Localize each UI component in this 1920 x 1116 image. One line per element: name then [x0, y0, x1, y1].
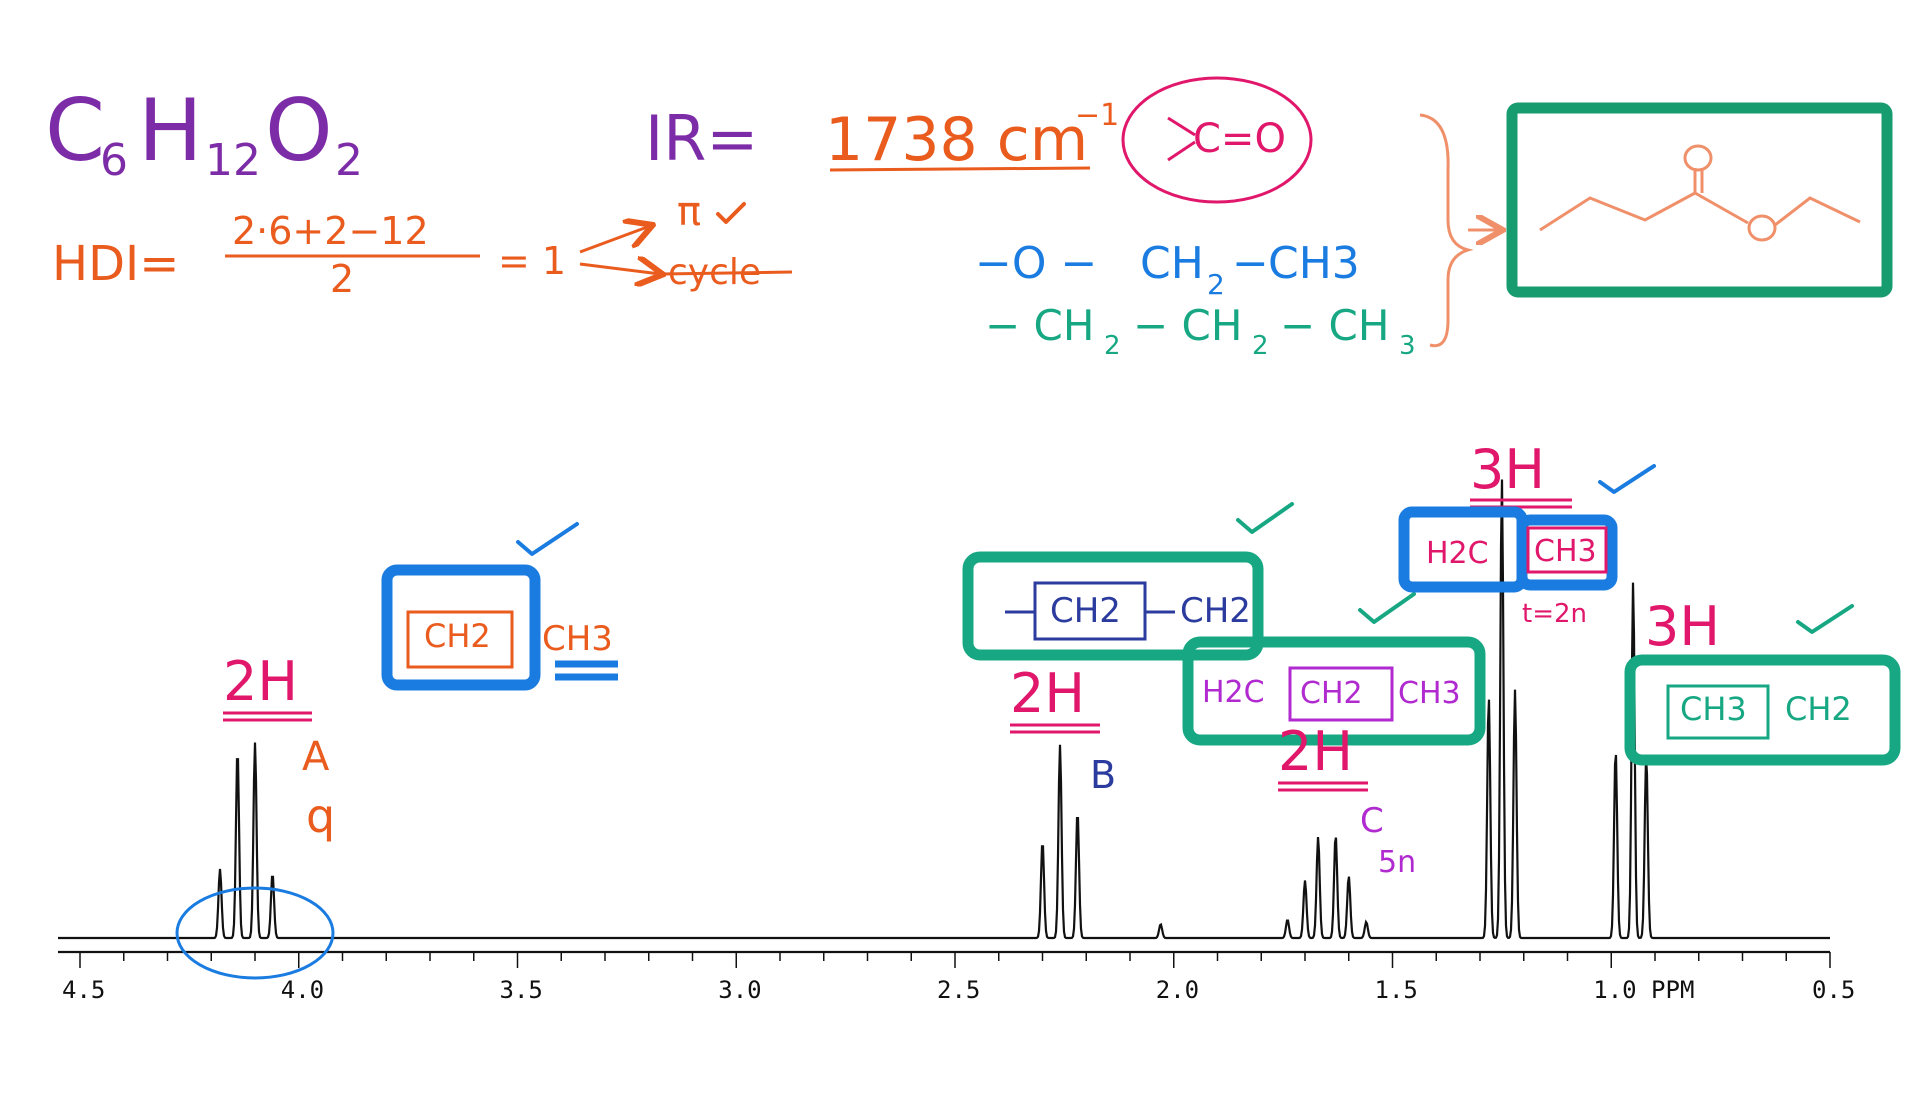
- structure-ethyl-butanoate-icon: [1539, 144, 1861, 242]
- peak-c-h: 2H: [1278, 720, 1353, 783]
- x-tick-label: 2.0: [1156, 976, 1199, 1004]
- arrow-cycle: [579, 264, 660, 274]
- ir-exponent: −1: [1075, 98, 1119, 133]
- formula-o-sub: 2: [335, 135, 363, 186]
- peak-d-box-h2c: H2C: [1426, 536, 1489, 571]
- ir-value: 1738 cm: [825, 105, 1088, 175]
- peak-a-box-ch3: CH3: [542, 619, 613, 659]
- x-tick-label: 1.5: [1375, 976, 1418, 1004]
- fragment-propyl-a-sub: 2: [1104, 331, 1121, 361]
- formula-o: O: [265, 81, 333, 181]
- x-tick-labels: 4.5 4.0 3.5 3.0 2.5 2.0 1.5 1.0 PPM 0.5: [62, 976, 1855, 1004]
- peak-a-circle: [175, 886, 335, 980]
- carbonyl-circle: [1121, 76, 1313, 204]
- hdi-denominator: 2: [330, 257, 354, 301]
- x-tick-label: 2.5: [937, 976, 980, 1004]
- cycle-strike: [661, 270, 793, 276]
- x-tick-label: 3.5: [500, 976, 543, 1004]
- annotation-peak-b: CH2 CH2 2H B: [962, 502, 1294, 797]
- peak-c-inner-box: [1288, 666, 1394, 722]
- ir-data: IR= 1738 cm −1 C=O: [645, 76, 1313, 204]
- molecular-formula: C 6 H 12 O 2: [45, 81, 363, 186]
- branch-pi: π: [677, 189, 701, 235]
- peak-e-check-icon: [1796, 604, 1854, 634]
- pi-check-icon: [716, 202, 746, 224]
- formula-c: C: [45, 81, 105, 181]
- peak-a-mult: q: [306, 789, 335, 843]
- x-tick-label: 4.5: [62, 976, 105, 1004]
- peak-b-letter: B: [1090, 753, 1116, 797]
- fragment-ethoxy-o: −O −: [975, 238, 1097, 289]
- peak-c-check-icon: [1358, 592, 1416, 624]
- x-tick-label: 4.0: [281, 976, 324, 1004]
- formula-h: H: [138, 81, 203, 181]
- ir-label: IR=: [645, 102, 758, 175]
- fragment-propyl-b: − CH: [1133, 301, 1242, 350]
- peak-a-box-ch2: CH2: [424, 617, 491, 655]
- peak-e-box: [1624, 654, 1901, 766]
- peak-d-mult: t=2n: [1522, 599, 1587, 629]
- minor-ticks: [79, 952, 1831, 968]
- annotation-peak-a: 2H A q CH2 CH3: [175, 522, 618, 980]
- hdi-label: HDI=: [52, 236, 179, 292]
- peak-c-box-h2c: H2C: [1202, 675, 1265, 710]
- fragment-ethoxy-sub: 2: [1207, 268, 1225, 301]
- answer-box: [1506, 102, 1893, 298]
- peak-a-letter: A: [302, 734, 330, 780]
- peak-b-box: [962, 551, 1264, 661]
- annotation-peak-e: 3H CH3 CH2: [1624, 595, 1901, 766]
- peak-a-check-icon: [516, 522, 579, 556]
- peak-c-box: [1182, 636, 1486, 746]
- peak-e-box-ch3: CH3: [1680, 690, 1747, 728]
- peak-d-blue-box-2: [1516, 514, 1618, 591]
- brace-icon: [1419, 113, 1474, 348]
- peak-b-box-ch2: CH2: [1050, 591, 1121, 631]
- nmr-spectrum: 4.5 4.0 3.5 3.0 2.5 2.0 1.5 1.0 PPM 0.5: [58, 479, 1855, 1004]
- fragment-propyl: − CH 2 − CH 2 − CH 3: [985, 301, 1416, 361]
- hdi-result: = 1: [498, 239, 566, 283]
- formula-h-sub: 12: [205, 135, 261, 186]
- peak-c-mult: 5n: [1378, 845, 1416, 880]
- peak-e-h: 3H: [1645, 595, 1720, 658]
- arrow-pi: [579, 226, 650, 254]
- peak-e-box-ch2: CH2: [1785, 690, 1852, 728]
- x-tick-label: 1.0 PPM: [1593, 976, 1694, 1004]
- annotation-peak-c: H2C CH2 CH3 2H C 5n: [1182, 592, 1486, 880]
- hdi-calculation: HDI= 2·6+2−12 2 = 1 π cycle: [52, 189, 793, 301]
- peak-c-letter: C: [1360, 801, 1384, 841]
- fragment-propyl-b-sub: 2: [1252, 331, 1269, 361]
- peak-a-inner-box: [406, 610, 514, 669]
- peak-d-inner-box: [1526, 526, 1608, 574]
- fragment-ethoxy-dash: −: [1232, 238, 1269, 289]
- peak-b-check-icon: [1236, 502, 1294, 534]
- peak-d-check-icon: [1598, 464, 1656, 494]
- peak-b-h: 2H: [1010, 662, 1085, 725]
- ir-underline: [829, 166, 1091, 172]
- peak-e-inner-box: [1666, 684, 1770, 740]
- carbonyl-bonds: [1167, 116, 1196, 162]
- peak-d-box-ch3: CH3: [1534, 534, 1597, 569]
- fragment-ethoxy-ch2: CH: [1140, 238, 1204, 289]
- fragment-propyl-c: − CH: [1280, 301, 1389, 350]
- fragment-ethoxy: −O − CH 2 − CH3: [975, 238, 1360, 301]
- x-tick-label: 3.0: [718, 976, 761, 1004]
- peak-c-box-ch3: CH3: [1398, 676, 1461, 711]
- peak-d-h: 3H: [1470, 438, 1545, 501]
- peak-a-h: 2H: [223, 650, 298, 713]
- formula-c-sub: 6: [100, 135, 128, 186]
- annotation-peak-d: 3H H2C CH3 t=2n: [1398, 438, 1656, 629]
- x-tick-label: 0.5: [1812, 976, 1855, 1004]
- carbonyl-label: C=O: [1193, 116, 1286, 162]
- peak-c-box-ch2: CH2: [1300, 676, 1363, 711]
- fragment-ethoxy-ch3: CH3: [1268, 238, 1360, 289]
- hdi-numerator: 2·6+2−12: [232, 209, 429, 253]
- peak-a-blue-box: [381, 564, 541, 691]
- fragment-propyl-a: − CH: [985, 301, 1094, 350]
- peak-b-box-ch2b: CH2: [1180, 591, 1251, 631]
- spectrum-trace: [58, 479, 1830, 940]
- fragment-propyl-c-sub: 3: [1399, 331, 1416, 361]
